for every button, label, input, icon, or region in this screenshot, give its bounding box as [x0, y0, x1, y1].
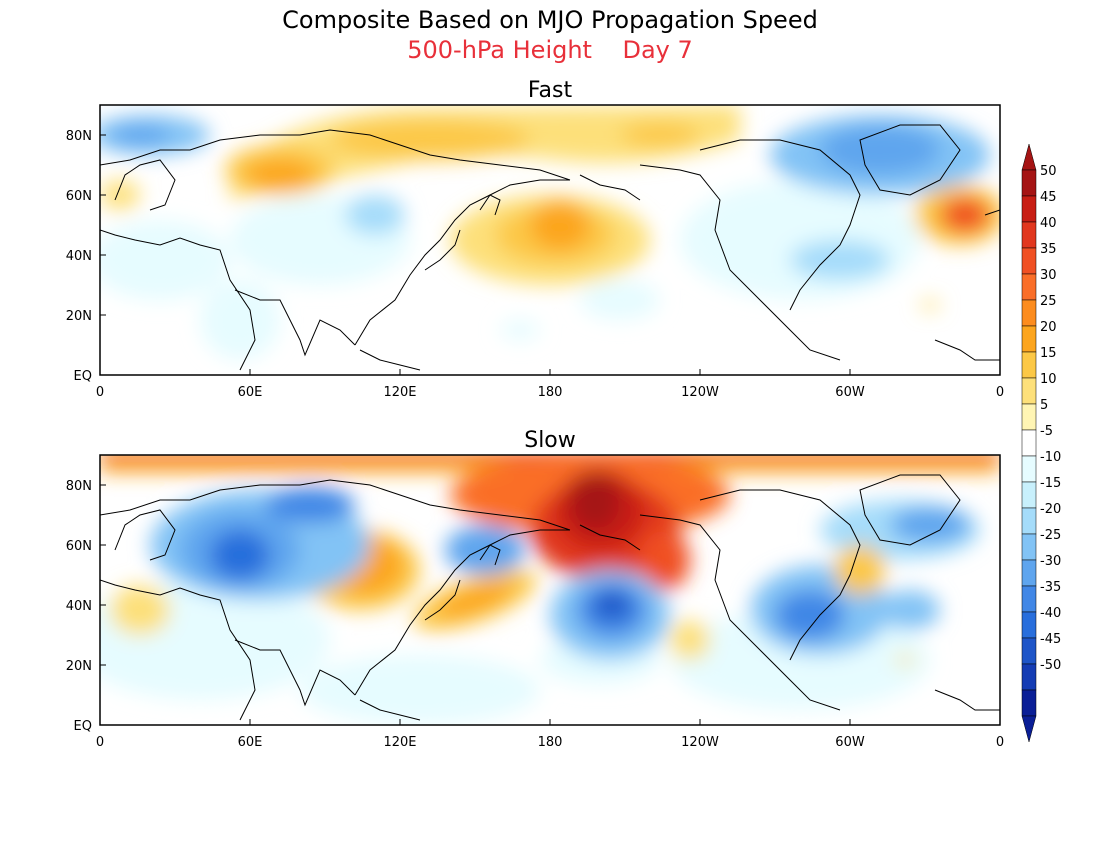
colorbar-swatch [1021, 481, 1037, 509]
x-tick-label: 180 [538, 735, 563, 750]
y-tick-label: EQ [74, 719, 92, 734]
colorbar-swatch [1021, 689, 1037, 717]
y-tick-label: 40N [66, 249, 92, 264]
colorbar: 50 45 40 35 30 25 20 15 10 5 -5 -10 -15 -20 -25 -30 -35 -… [1021, 143, 1061, 743]
colorbar-label: 5 [1040, 398, 1048, 413]
slow-coastlines [100, 474, 1000, 721]
colorbar-swatch [1021, 299, 1037, 327]
colorbar-swatch [1021, 611, 1037, 639]
x-tick-label: 180 [538, 385, 563, 400]
y-tick-label: 60N [66, 539, 92, 554]
colorbar-label: -5 [1040, 424, 1053, 439]
colorbar-swatch [1021, 169, 1037, 197]
colorbar-swatch [1021, 325, 1037, 353]
colorbar-swatch [1021, 507, 1037, 535]
y-tick-label: 60N [66, 189, 92, 204]
colorbar-label: 10 [1040, 372, 1057, 387]
colorbar-label: -40 [1040, 606, 1061, 621]
y-tick-label: 40N [66, 599, 92, 614]
slow-tick-marks [99, 484, 1001, 726]
colorbar-swatch [1021, 455, 1037, 483]
colorbar-label: 15 [1040, 346, 1057, 361]
fast-coastlines [100, 124, 1000, 371]
colorbar-label: 40 [1040, 216, 1057, 231]
x-tick-label: 60W [835, 385, 865, 400]
colorbar-swatch [1021, 247, 1037, 275]
colorbar-top-arrow [1021, 143, 1037, 171]
colorbar-label: -20 [1040, 502, 1061, 517]
fast-x-tick-labels: 0 60E 120E 180 120W 60W 0 [96, 385, 1004, 400]
x-tick-label: 0 [96, 385, 104, 400]
colorbar-swatch [1021, 663, 1037, 691]
slow-x-tick-labels: 0 60E 120E 180 120W 60W 0 [96, 735, 1004, 750]
colorbar-bottom-arrow [1021, 715, 1037, 743]
colorbar-label: -35 [1040, 580, 1061, 595]
colorbar-swatch [1021, 351, 1037, 379]
x-tick-label: 60E [238, 735, 263, 750]
colorbar-label: -15 [1040, 476, 1061, 491]
colorbar-label: 20 [1040, 320, 1057, 335]
fast-tick-marks [99, 134, 1001, 376]
y-tick-label: 80N [66, 129, 92, 144]
fast-map-panel: 0 60E 120E 180 120W 60W 0 EQ 20N 40N 60N… [66, 104, 1004, 400]
colorbar-label: -45 [1040, 632, 1061, 647]
fast-anomaly-field [100, 105, 1000, 360]
colorbar-label: -25 [1040, 528, 1061, 543]
colorbar-swatch [1021, 195, 1037, 223]
colorbar-swatch [1021, 637, 1037, 665]
x-tick-label: 120W [681, 385, 719, 400]
y-tick-label: EQ [74, 369, 92, 384]
y-tick-label: 20N [66, 659, 92, 674]
colorbar-swatch [1021, 533, 1037, 561]
x-tick-label: 120W [681, 735, 719, 750]
slow-map-panel: 0 60E 120E 180 120W 60W 0 EQ 20N 40N 60N… [66, 454, 1004, 750]
x-tick-label: 120E [383, 735, 416, 750]
colorbar-label: 45 [1040, 190, 1057, 205]
x-tick-label: 0 [996, 735, 1004, 750]
colorbar-swatch [1021, 429, 1037, 457]
subtitle-day: Day 7 [622, 36, 693, 64]
colorbar-swatch [1021, 377, 1037, 405]
colorbar-label: 50 [1040, 164, 1057, 179]
colorbar-label: 30 [1040, 268, 1057, 283]
colorbar-label: -50 [1040, 658, 1061, 673]
colorbar-label: 35 [1040, 242, 1057, 257]
colorbar-swatch [1021, 403, 1037, 431]
fast-panel-title: Fast [527, 78, 573, 103]
colorbar-label: -10 [1040, 450, 1061, 465]
subtitle-field: 500-hPa Height [407, 36, 592, 64]
colorbar-swatch [1021, 273, 1037, 301]
colorbar-swatch [1021, 221, 1037, 249]
colorbar-swatch [1021, 585, 1037, 613]
x-tick-label: 60E [238, 385, 263, 400]
colorbar-swatch [1021, 559, 1037, 587]
x-tick-label: 120E [383, 385, 416, 400]
x-tick-label: 0 [996, 385, 1004, 400]
figure-title: Composite Based on MJO Propagation Speed [282, 6, 818, 34]
x-tick-label: 0 [96, 735, 104, 750]
fast-y-tick-labels: EQ 20N 40N 60N 80N [66, 129, 92, 384]
slow-y-tick-labels: EQ 20N 40N 60N 80N [66, 479, 92, 734]
slow-panel-title: Slow [524, 428, 576, 453]
x-tick-label: 60W [835, 735, 865, 750]
y-tick-label: 20N [66, 309, 92, 324]
figure-subtitle: 500-hPa Height Day 7 [0, 36, 1100, 64]
colorbar-label: 25 [1040, 294, 1057, 309]
y-tick-label: 80N [66, 479, 92, 494]
colorbar-label: -30 [1040, 554, 1061, 569]
